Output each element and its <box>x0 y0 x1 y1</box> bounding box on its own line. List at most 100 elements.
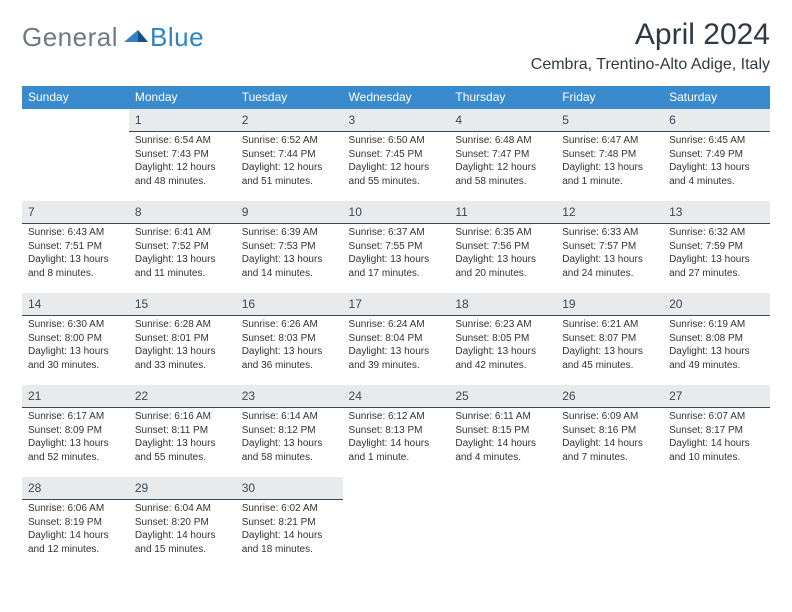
day-number: 26 <box>562 389 575 403</box>
day-daylight2-text: and 15 minutes. <box>135 543 230 557</box>
day-body: Sunrise: 6:33 AMSunset: 7:57 PMDaylight:… <box>556 224 663 282</box>
day-number-bar: 24 <box>343 385 450 408</box>
header-row: General Blue April 2024 Cembra, Trentino… <box>22 18 770 74</box>
day-sunrise-text: Sunrise: 6:07 AM <box>669 410 764 424</box>
day-sunrise-text: Sunrise: 6:19 AM <box>669 318 764 332</box>
calendar-day-cell: 23Sunrise: 6:14 AMSunset: 8:12 PMDayligh… <box>236 385 343 477</box>
day-body: Sunrise: 6:14 AMSunset: 8:12 PMDaylight:… <box>236 408 343 466</box>
day-number: 13 <box>669 205 682 219</box>
day-sunrise-text: Sunrise: 6:35 AM <box>455 226 550 240</box>
day-sunrise-text: Sunrise: 6:26 AM <box>242 318 337 332</box>
brand-logo-text-blue: Blue <box>150 22 204 53</box>
day-body: Sunrise: 6:04 AMSunset: 8:20 PMDaylight:… <box>129 500 236 558</box>
day-number-bar: 15 <box>129 293 236 316</box>
day-daylight1-text: Daylight: 12 hours <box>349 161 444 175</box>
day-body: Sunrise: 6:32 AMSunset: 7:59 PMDaylight:… <box>663 224 770 282</box>
day-number-bar: 21 <box>22 385 129 408</box>
day-daylight1-text: Daylight: 14 hours <box>242 529 337 543</box>
calendar-day-cell: 11Sunrise: 6:35 AMSunset: 7:56 PMDayligh… <box>449 201 556 293</box>
day-number: 5 <box>562 113 569 127</box>
day-body: Sunrise: 6:26 AMSunset: 8:03 PMDaylight:… <box>236 316 343 374</box>
day-daylight2-text: and 18 minutes. <box>242 543 337 557</box>
day-number-bar: 8 <box>129 201 236 224</box>
weekday-header: Sunday <box>22 86 129 109</box>
weekday-header: Tuesday <box>236 86 343 109</box>
day-number-bar: 28 <box>22 477 129 500</box>
day-body: Sunrise: 6:17 AMSunset: 8:09 PMDaylight:… <box>22 408 129 466</box>
day-number: 1 <box>135 113 142 127</box>
day-sunrise-text: Sunrise: 6:41 AM <box>135 226 230 240</box>
calendar-page: General Blue April 2024 Cembra, Trentino… <box>0 0 792 612</box>
day-daylight1-text: Daylight: 12 hours <box>135 161 230 175</box>
day-number: 24 <box>349 389 362 403</box>
day-daylight1-text: Daylight: 13 hours <box>562 345 657 359</box>
location-subtitle: Cembra, Trentino-Alto Adige, Italy <box>531 56 770 74</box>
day-sunset-text: Sunset: 7:52 PM <box>135 240 230 254</box>
day-daylight2-text: and 45 minutes. <box>562 359 657 373</box>
day-number-bar: 20 <box>663 293 770 316</box>
day-number-bar: 1 <box>129 109 236 132</box>
day-daylight2-text: and 51 minutes. <box>242 175 337 189</box>
day-sunrise-text: Sunrise: 6:54 AM <box>135 134 230 148</box>
day-number-bar: 16 <box>236 293 343 316</box>
day-number-bar: 26 <box>556 385 663 408</box>
day-sunrise-text: Sunrise: 6:47 AM <box>562 134 657 148</box>
day-body: Sunrise: 6:47 AMSunset: 7:48 PMDaylight:… <box>556 132 663 190</box>
day-daylight1-text: Daylight: 12 hours <box>455 161 550 175</box>
day-number: 10 <box>349 205 362 219</box>
day-sunset-text: Sunset: 7:44 PM <box>242 148 337 162</box>
day-sunrise-text: Sunrise: 6:23 AM <box>455 318 550 332</box>
day-number-bar: 3 <box>343 109 450 132</box>
weekday-header: Wednesday <box>343 86 450 109</box>
day-sunrise-text: Sunrise: 6:33 AM <box>562 226 657 240</box>
day-daylight1-text: Daylight: 13 hours <box>669 161 764 175</box>
day-daylight2-text: and 10 minutes. <box>669 451 764 465</box>
day-sunset-text: Sunset: 7:59 PM <box>669 240 764 254</box>
day-body: Sunrise: 6:45 AMSunset: 7:49 PMDaylight:… <box>663 132 770 190</box>
day-number: 16 <box>242 297 255 311</box>
day-number-bar: 19 <box>556 293 663 316</box>
day-sunset-text: Sunset: 8:09 PM <box>28 424 123 438</box>
day-number-bar: 10 <box>343 201 450 224</box>
day-body: Sunrise: 6:23 AMSunset: 8:05 PMDaylight:… <box>449 316 556 374</box>
calendar-day-cell: 30Sunrise: 6:02 AMSunset: 8:21 PMDayligh… <box>236 477 343 569</box>
day-sunset-text: Sunset: 7:55 PM <box>349 240 444 254</box>
day-daylight2-text: and 48 minutes. <box>135 175 230 189</box>
calendar-day-cell: 16 Sunrise: 6:26 AMSunset: 8:03 PMDayligh… <box>236 293 343 385</box>
day-body: Sunrise: 6:16 AMSunset: 8:11 PMDaylight:… <box>129 408 236 466</box>
day-number-bar: 17 <box>343 293 450 316</box>
day-daylight2-text: and 7 minutes. <box>562 451 657 465</box>
day-daylight1-text: Daylight: 13 hours <box>135 345 230 359</box>
day-daylight1-text: Daylight: 13 hours <box>455 345 550 359</box>
day-number: 27 <box>669 389 682 403</box>
day-body: Sunrise: 6:54 AMSunset: 7:43 PMDaylight:… <box>129 132 236 190</box>
day-sunrise-text: Sunrise: 6:14 AM <box>242 410 337 424</box>
day-daylight1-text: Daylight: 13 hours <box>135 437 230 451</box>
day-number-bar: 14 <box>22 293 129 316</box>
day-sunset-text: Sunset: 8:03 PM <box>242 332 337 346</box>
calendar-day-cell: 21Sunrise: 6:17 AMSunset: 8:09 PMDayligh… <box>22 385 129 477</box>
day-sunset-text: Sunset: 7:57 PM <box>562 240 657 254</box>
day-body: Sunrise: 6:06 AMSunset: 8:19 PMDaylight:… <box>22 500 129 558</box>
day-daylight2-text: and 17 minutes. <box>349 267 444 281</box>
day-daylight1-text: Daylight: 13 hours <box>242 437 337 451</box>
day-number-bar: 23 <box>236 385 343 408</box>
day-daylight2-text: and 58 minutes. <box>242 451 337 465</box>
day-daylight1-text: Daylight: 13 hours <box>669 345 764 359</box>
day-body: Sunrise: 6:11 AMSunset: 8:15 PMDaylight:… <box>449 408 556 466</box>
calendar-day-cell: 3Sunrise: 6:50 AMSunset: 7:45 PMDaylight… <box>343 109 450 201</box>
day-daylight2-text: and 36 minutes. <box>242 359 337 373</box>
day-sunrise-text: Sunrise: 6:37 AM <box>349 226 444 240</box>
day-daylight1-text: Daylight: 12 hours <box>242 161 337 175</box>
day-number-bar: 27 <box>663 385 770 408</box>
day-daylight1-text: Daylight: 13 hours <box>242 253 337 267</box>
day-daylight1-text: Daylight: 14 hours <box>349 437 444 451</box>
day-number: 12 <box>562 205 575 219</box>
day-number-bar: 6 <box>663 109 770 132</box>
calendar-day-cell: 15Sunrise: 6:28 AMSunset: 8:01 PMDayligh… <box>129 293 236 385</box>
day-body: Sunrise: 6:28 AMSunset: 8:01 PMDaylight:… <box>129 316 236 374</box>
day-sunset-text: Sunset: 8:01 PM <box>135 332 230 346</box>
day-daylight1-text: Daylight: 14 hours <box>135 529 230 543</box>
day-daylight2-text: and 33 minutes. <box>135 359 230 373</box>
day-daylight1-text: Daylight: 14 hours <box>562 437 657 451</box>
